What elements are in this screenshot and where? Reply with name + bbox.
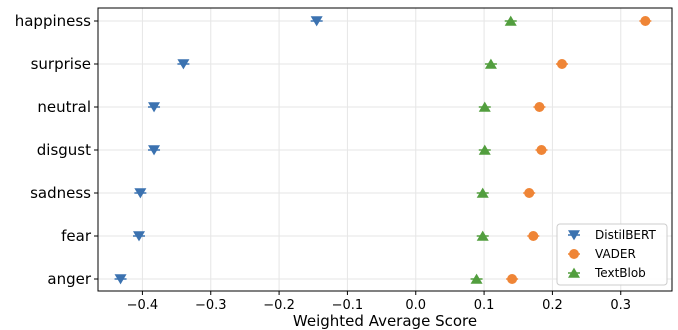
- point-distilbert-fear: [133, 231, 145, 242]
- x-axis-ticks: −0.4 −0.3 −0.2 −0.1 0.0 0.1 0.2 0.3: [127, 291, 631, 313]
- point-textblob-happiness: [504, 15, 517, 26]
- category-label: disgust: [37, 141, 91, 159]
- x-tick-label: −0.3: [195, 298, 227, 313]
- category-label: anger: [47, 270, 91, 288]
- legend-label: DistilBERT: [595, 228, 656, 242]
- point-textblob-anger: [470, 273, 483, 284]
- point-textblob-surprise: [484, 58, 497, 69]
- legend: DistilBERT VADER TextBlob: [556, 223, 668, 286]
- point-distilbert-disgust: [148, 145, 161, 156]
- category-label: sadness: [30, 184, 91, 202]
- point-textblob-neutral: [478, 101, 491, 112]
- legend-label: VADER: [595, 247, 636, 261]
- x-tick-label: 0.1: [474, 298, 495, 313]
- point-vader-anger: [507, 274, 518, 284]
- legend-box: [556, 223, 668, 286]
- point-vader-neutral: [534, 102, 545, 112]
- point-distilbert-sadness: [134, 188, 147, 199]
- point-distilbert-neutral: [148, 102, 161, 113]
- point-vader-fear: [528, 231, 539, 241]
- x-tick-label: −0.4: [127, 298, 159, 313]
- point-distilbert-happiness: [310, 16, 323, 27]
- point-distilbert-surprise: [177, 59, 190, 70]
- x-tick-label: 0.3: [610, 298, 631, 313]
- x-axis-title: Weighted Average Score: [293, 312, 477, 330]
- category-label: happiness: [15, 12, 91, 30]
- point-textblob-disgust: [478, 144, 491, 155]
- x-tick-label: −0.1: [332, 298, 364, 313]
- plot-frame: [97, 7, 673, 292]
- point-vader-surprise: [556, 59, 567, 69]
- category-label: surprise: [31, 55, 91, 73]
- category-label: fear: [61, 227, 92, 245]
- point-textblob-sadness: [476, 187, 489, 198]
- point-vader-disgust: [536, 145, 547, 155]
- x-tick-label: 0.0: [405, 298, 426, 313]
- legend-marker-vader: [569, 249, 579, 259]
- point-vader-sadness: [524, 188, 535, 198]
- legend-marker-distilbert: [568, 230, 580, 241]
- category-label: neutral: [37, 98, 91, 116]
- point-textblob-fear: [476, 230, 489, 241]
- y-axis-categories: happiness surprise neutral disgust sadness fe…: [15, 12, 98, 288]
- point-vader-happiness: [640, 16, 651, 26]
- point-distilbert-anger: [114, 274, 127, 285]
- legend-marker-textblob: [568, 267, 580, 278]
- data-points: [114, 15, 652, 285]
- x-tick-label: −0.2: [263, 298, 295, 313]
- legend-label: TextBlob: [594, 266, 646, 280]
- x-tick-label: 0.2: [542, 298, 563, 313]
